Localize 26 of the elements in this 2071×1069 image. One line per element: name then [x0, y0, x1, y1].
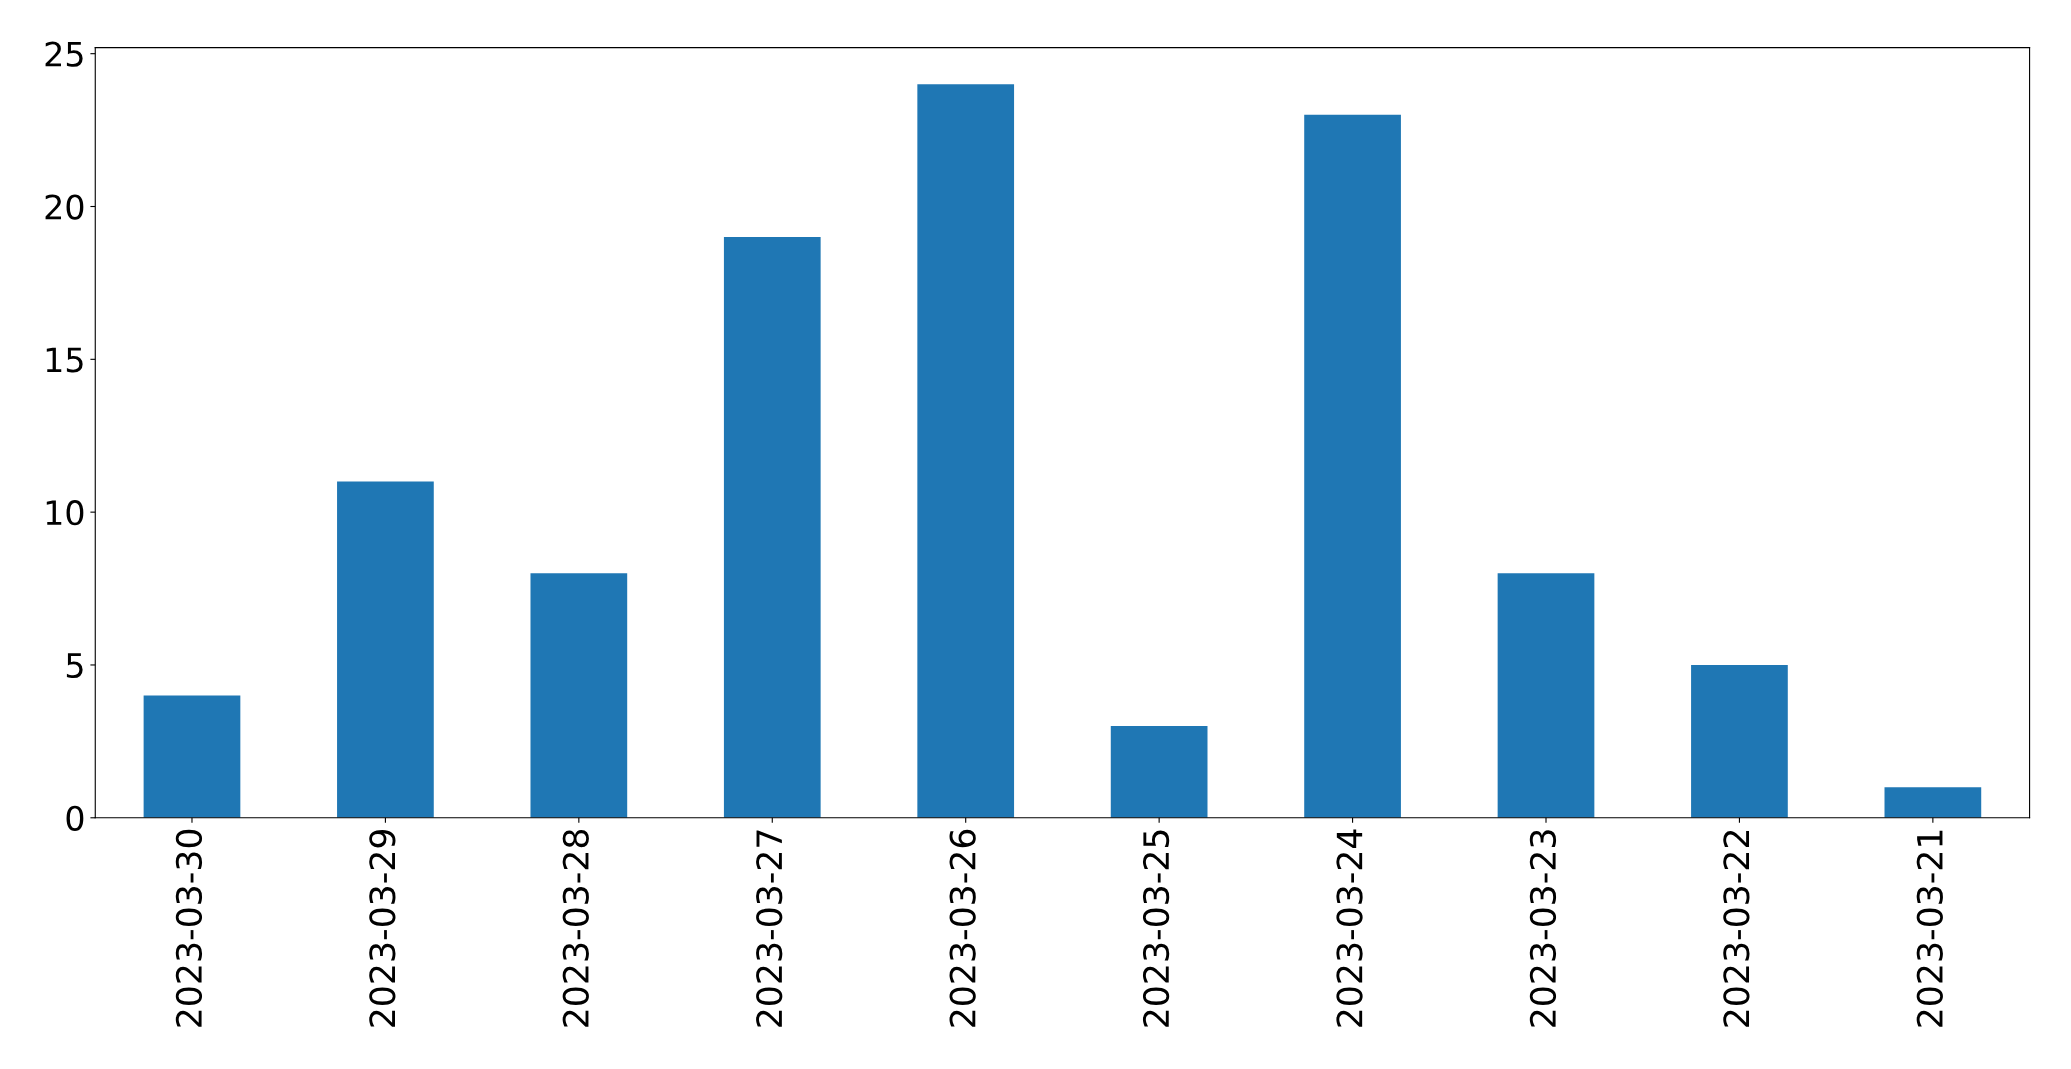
x-tick-label: 2023-03-25	[1142, 830, 1170, 1027]
bar	[1691, 664, 1788, 818]
bar	[1110, 726, 1208, 818]
bar	[723, 237, 821, 818]
x-tick-label: 2023-03-26	[949, 829, 976, 1027]
bar	[1884, 787, 1982, 818]
x-tick-label: 2023-03-24	[1336, 829, 1363, 1027]
bar	[143, 695, 241, 818]
y-tick-label: 10	[46, 500, 84, 526]
x-tick-label: 2023-03-30	[175, 829, 203, 1027]
y-tick-label: 0	[66, 805, 84, 831]
x-tick-label: 2023-03-22	[1723, 830, 1750, 1027]
x-tick-label: 2023-03-23	[1529, 830, 1557, 1027]
y-tick-label: 20	[45, 194, 84, 220]
bar	[1304, 114, 1401, 818]
bar	[917, 84, 1015, 818]
bar	[530, 573, 628, 818]
y-tick-label: 15	[46, 347, 83, 373]
x-tick-label: 2023-03-21	[1916, 830, 1943, 1027]
x-tick-label: 2023-03-29	[369, 829, 396, 1027]
bar	[1497, 573, 1595, 818]
x-tick-label: 2023-03-28	[562, 829, 589, 1027]
x-tick-label: 2023-03-27	[756, 830, 783, 1027]
bar	[337, 481, 434, 818]
y-tick-label: 5	[66, 653, 83, 679]
y-tick-label: 25	[45, 41, 83, 67]
